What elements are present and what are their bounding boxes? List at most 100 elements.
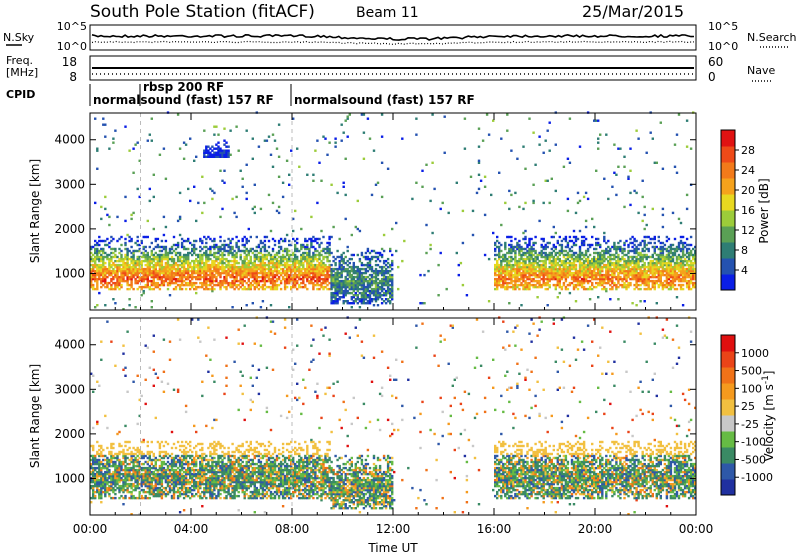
cell [90,458,93,462]
cell [332,277,335,281]
cell [98,492,101,496]
cell [201,261,204,265]
cell [352,261,355,265]
nsearch-trace [91,40,695,45]
cell [685,275,689,279]
cell [578,255,582,259]
cell [243,271,246,275]
cell [667,287,671,291]
cell [178,271,182,275]
cell [550,269,553,273]
cell [350,281,353,285]
cell [556,239,559,243]
cell [261,259,265,263]
cell [556,271,559,275]
cell [382,283,386,287]
cell [100,239,103,243]
cell [120,283,123,287]
cell [623,249,626,253]
cell [692,273,695,277]
cell [138,259,141,263]
cell [683,259,687,263]
cell [285,159,289,162]
cell [112,251,115,255]
cell [340,287,343,291]
cell [197,255,200,259]
cell [233,279,236,283]
cell [223,267,226,271]
cell [92,277,95,281]
cell [568,269,572,273]
cell [544,243,547,247]
cell [597,261,600,265]
cell [518,261,521,265]
cell [269,259,273,263]
cell [496,259,499,263]
cell [112,267,115,271]
cell [265,235,269,239]
cell [659,283,662,287]
cell [124,125,127,128]
cell [176,245,180,249]
cell [294,279,297,283]
cell [685,263,689,267]
cell [584,251,588,255]
cell [649,275,652,279]
cell [643,283,646,287]
cell [221,149,224,152]
cell [534,283,537,287]
cell [635,285,638,289]
cell [102,263,105,267]
cell [605,247,608,251]
cell [597,265,600,269]
cell [122,267,125,271]
cell [92,426,95,430]
cell [298,259,301,263]
cell [170,273,174,277]
cell [528,269,531,273]
cell [96,482,99,486]
cell [146,269,149,273]
cell [288,183,291,186]
cell [593,119,596,122]
cell [130,281,133,285]
cell [665,269,669,273]
cell [275,269,279,273]
cell [510,259,513,263]
cell [380,287,384,291]
cell [148,199,151,203]
cell [108,261,111,265]
cell [657,269,660,273]
cell [300,227,303,231]
cell [170,275,174,279]
cell [156,237,160,241]
cell [558,291,561,295]
cell [605,289,608,293]
cell [308,257,311,261]
cell [324,247,327,251]
cell [178,275,182,279]
cell [207,259,210,263]
cell [500,263,503,267]
cell [615,259,618,263]
cell [106,255,109,259]
cell [318,245,321,249]
cell [247,265,250,269]
cell [96,474,99,478]
cell [118,257,121,261]
cell [631,275,634,279]
cell [128,265,131,269]
cell [619,245,622,249]
cell [364,298,368,301]
cell [265,253,269,257]
cell [350,275,353,279]
cell [653,269,656,273]
cell [661,167,665,170]
cell [300,271,303,275]
cell [498,257,501,261]
cell [269,229,273,233]
cell [508,269,511,273]
cell [578,263,582,267]
cell [689,147,693,150]
cell [94,482,97,486]
